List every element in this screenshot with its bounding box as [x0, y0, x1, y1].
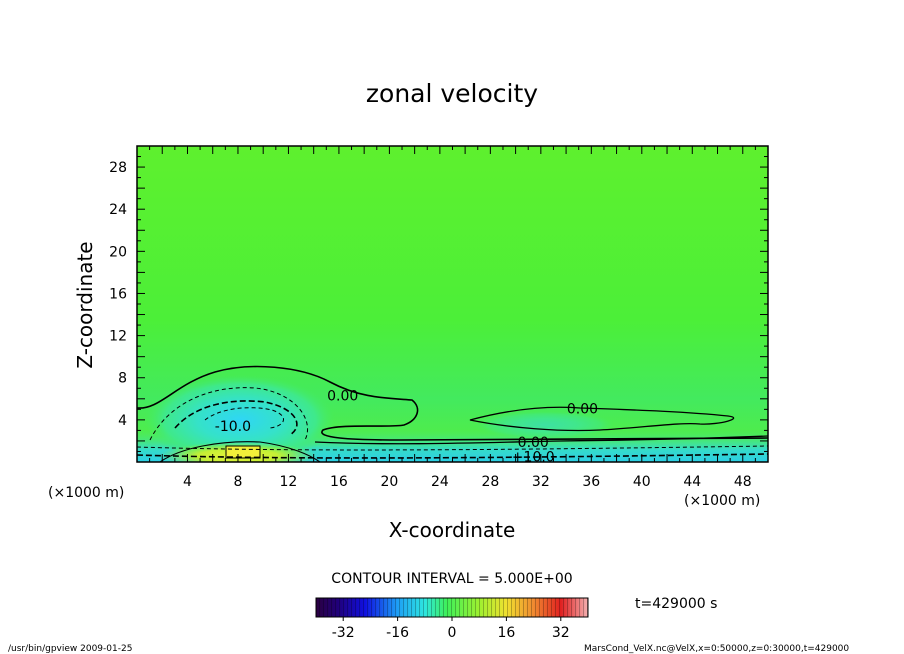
y-tick-label: 12: [109, 329, 127, 345]
footer-left: /usr/bin/gpview 2009-01-25: [8, 644, 132, 654]
contour-minus-15: [204, 407, 284, 429]
x-tick-label: 20: [380, 474, 398, 490]
colorbar-tick-label: -16: [386, 625, 409, 641]
colorbar-tick-label: 32: [552, 625, 570, 641]
x-axis-unit: (×1000 m): [684, 493, 760, 509]
contour-minus-10: [174, 400, 298, 436]
y-tick-label: 20: [109, 244, 127, 260]
x-tick-label: 40: [633, 474, 651, 490]
x-tick-label: 44: [683, 474, 701, 490]
colorbar-tick-label: 0: [448, 625, 457, 641]
contour-zero-right: [469, 406, 735, 432]
x-tick-label: 48: [734, 474, 752, 490]
contour-label: 0.00: [518, 435, 549, 451]
shading-layer: [137, 365, 768, 462]
x-tick-label: 24: [431, 474, 449, 490]
contour-interval-text: CONTOUR INTERVAL = 5.000E+00: [331, 571, 572, 587]
contour-label: +10.0: [512, 450, 555, 466]
weak-negative-core: [475, 411, 615, 439]
colorbar-tick-label: -32: [332, 625, 355, 641]
contour-minus-5: [149, 387, 308, 441]
y-tick-label: 28: [109, 160, 127, 176]
chart-title: zonal velocity: [366, 79, 538, 108]
y-tick-label: 16: [109, 286, 127, 302]
y-tick-label: 24: [109, 202, 127, 218]
colorbar-ticks: -32 -16 0 16 32: [332, 617, 570, 641]
x-tick-label: 4: [183, 474, 192, 490]
negative-jet-core: [145, 375, 335, 462]
contour-label: -10.0: [215, 419, 251, 435]
x-tick-label: 36: [582, 474, 600, 490]
max-core-box: [225, 445, 261, 459]
y-axis-ticks: 4 8 12 16 20 24 28: [109, 156, 768, 452]
contour-positive-core: [159, 441, 321, 462]
y-tick-label: 8: [118, 371, 127, 387]
contour-label: 0.00: [327, 389, 358, 405]
contour-label: 0.00: [567, 401, 598, 417]
y-axis-label: Z-coordinate: [73, 241, 97, 368]
contour-zero-lower: [314, 435, 768, 445]
contour-zero-upper: [137, 365, 768, 441]
x-tick-label: 16: [330, 474, 348, 490]
contour-plus-5: [137, 445, 768, 451]
colorbar-tick-label: 16: [497, 625, 515, 641]
x-axis-label: X-coordinate: [389, 518, 516, 542]
x-tick-label: 12: [280, 474, 298, 490]
y-axis-unit: (×1000 m): [48, 485, 124, 501]
x-tick-label: 8: [233, 474, 242, 490]
x-tick-label: 28: [481, 474, 499, 490]
x-axis-ticks: 4 8 12 16 20 24 28 32 36 40 44 48: [149, 146, 756, 490]
time-label: t=429000 s: [635, 596, 717, 612]
colorbar-segments: [316, 598, 588, 617]
footer-right: MarsCond_VelX.nc@VelX,x=0:50000,z=0:3000…: [584, 644, 849, 654]
y-tick-label: 4: [118, 413, 127, 429]
x-tick-label: 32: [532, 474, 550, 490]
